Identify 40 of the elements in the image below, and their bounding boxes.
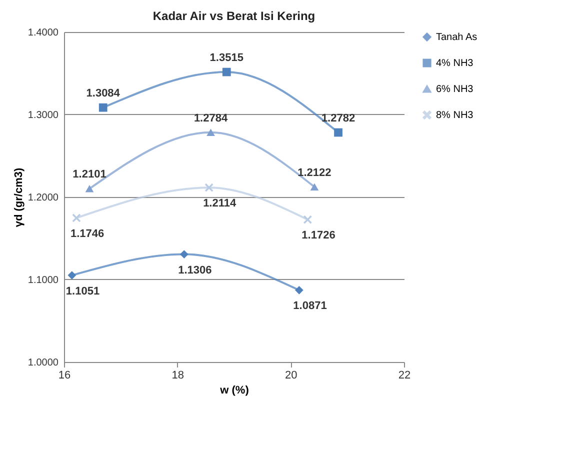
point [310,183,319,191]
data-label: 1.2122 [298,166,332,179]
legend-label: 6% NH3 [436,84,474,95]
legend-label: 8% NH3 [436,110,474,121]
point [206,128,215,136]
point [85,185,94,192]
data-label: 1.1051 [66,285,100,298]
y-tick-label: 1.1000 [28,275,59,286]
x-tick-label: 22 [398,370,411,382]
data-label: 1.2782 [321,112,356,124]
y-tick-label: 1.4000 [28,28,59,38]
point [294,286,304,294]
y-tick-label: 1.3000 [28,110,59,121]
data-label: 1.2101 [72,168,106,181]
x-tick-label: 20 [285,370,298,382]
data-label: 1.1306 [178,264,212,276]
chart-title: Kadar Air vs Berat Isi Kering [152,9,316,23]
point [180,250,188,258]
data-label: 1.2114 [203,198,237,210]
y-tick-label: 1.2000 [28,192,59,204]
point [222,68,231,76]
legend-label: 4% NH3 [436,58,474,69]
legend-label: Tanah As [436,32,478,43]
point [72,214,81,222]
data-label: 1.3515 [210,52,244,64]
data-label: 1.1746 [70,228,104,240]
data-label: 1.2784 [194,112,228,124]
point [303,215,312,224]
point [98,103,108,112]
x-tick-label: 16 [58,370,71,382]
point [334,128,342,137]
point [204,183,214,192]
data-label: 1.3084 [86,88,121,100]
x-tick-label: 18 [172,370,184,382]
data-label: 1.1726 [302,230,336,242]
y-axis-title: γd (gr/cm3) [12,168,25,228]
data-label: 1.0871 [293,300,327,312]
x-axis-title: w (%) [219,384,250,396]
point [68,271,76,280]
y-tick-label: 1.0000 [28,358,59,368]
